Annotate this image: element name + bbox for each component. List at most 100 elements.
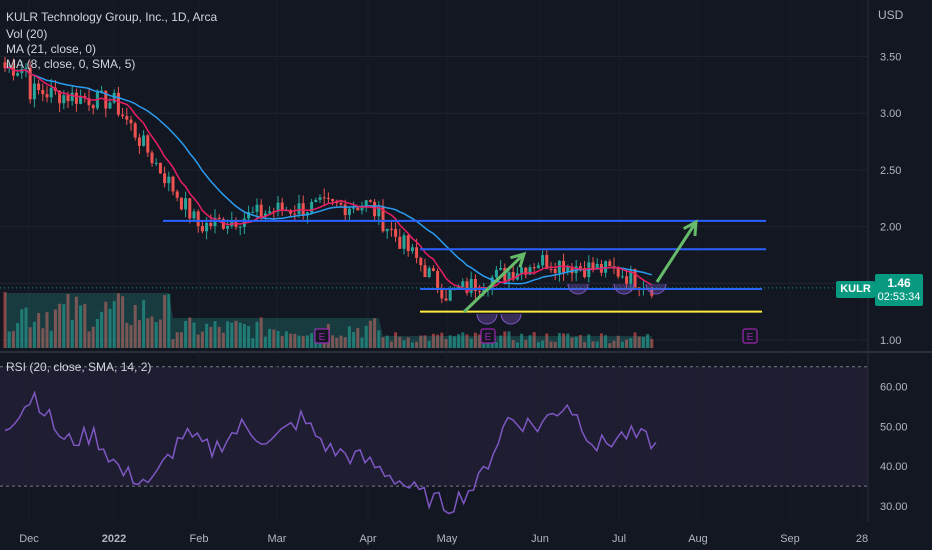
volume-bar (499, 335, 503, 348)
volume-bar (536, 342, 540, 348)
candle-body (507, 272, 511, 281)
volume-bar (440, 332, 444, 348)
volume-bar (444, 338, 448, 348)
volume-bars (3, 292, 654, 348)
candle-body (343, 204, 347, 216)
candle-body (415, 247, 419, 258)
rsi-line (4, 390, 657, 515)
candle-body (524, 267, 528, 275)
candle-body (406, 235, 410, 251)
volume-bar (20, 309, 24, 348)
rsi-band (0, 366, 868, 487)
ma21-line (4, 66, 652, 285)
candle-body (108, 102, 112, 109)
candle-body (457, 287, 461, 289)
candlesticks (3, 56, 654, 304)
candle-body (331, 199, 335, 202)
volume-bar (574, 336, 578, 348)
currency-label: USD (878, 8, 904, 22)
time-tick-label: 28 (856, 533, 868, 545)
candle-body (347, 208, 351, 216)
volume-bar (188, 317, 192, 348)
price-tick-label: 3.50 (880, 52, 901, 64)
volume-bar (457, 334, 461, 348)
volume-bar (520, 333, 524, 348)
volume-bar (192, 322, 196, 348)
volume-bar (364, 325, 368, 348)
candle-body (200, 226, 204, 232)
volume-bar (419, 335, 423, 348)
earnings-marker (742, 328, 758, 344)
candle-body (528, 267, 532, 275)
candle-body (179, 197, 183, 210)
candle-body (129, 119, 133, 124)
ma8-line (4, 66, 653, 292)
volume-bar (427, 340, 431, 348)
volume-bar (129, 324, 133, 348)
volume-bar (469, 338, 473, 348)
time-tick-label: May (437, 533, 458, 545)
rsi-tick-label: 60.00 (880, 382, 908, 394)
candle-body (494, 269, 498, 278)
volume-bar (49, 330, 53, 348)
breakout-arrow-2 (655, 221, 698, 283)
volume-bar (221, 332, 225, 348)
candle-body (398, 236, 402, 249)
volume-bar (331, 335, 335, 348)
candle-body (591, 262, 595, 270)
candle-body (167, 176, 171, 184)
volume-bar (79, 305, 83, 348)
candle-body (444, 298, 448, 301)
volume-bar (473, 332, 477, 348)
candle-body (536, 265, 540, 269)
volume-bar (251, 338, 255, 348)
volume-bar (532, 332, 536, 348)
time-tick-label: 2022 (102, 533, 126, 545)
volume-bar (3, 292, 7, 348)
rsi-legend: RSI (20, close, SMA, 14, 2) (6, 360, 152, 374)
candle-body (469, 279, 473, 293)
volume-bar (146, 318, 150, 348)
candle-body (423, 265, 427, 278)
volume-bar (310, 333, 314, 348)
volume-bar (352, 331, 356, 348)
volume-bar (587, 334, 591, 348)
volume-bar (343, 337, 347, 348)
volume-bar (91, 326, 95, 348)
volume-bar (545, 333, 549, 348)
candle-body (297, 203, 301, 214)
volume-bar (11, 331, 15, 348)
candle-body (356, 207, 360, 211)
candle-body (305, 212, 309, 216)
earnings-marker-label: E (319, 332, 326, 343)
ma8-legend: MA (8, close, 0, SMA, 5) (6, 57, 136, 71)
candle-body (87, 98, 91, 106)
volume-bar (339, 335, 343, 348)
candle-body (419, 257, 423, 266)
volume-bar (524, 339, 528, 348)
volume-bar (137, 320, 141, 348)
volume-bar (515, 342, 519, 348)
time-tick-label: Apr (359, 533, 376, 545)
candle-body (70, 92, 74, 102)
volume-bar (478, 334, 482, 348)
candle-body (247, 212, 251, 219)
cup-arc (645, 283, 667, 295)
candle-body (326, 197, 330, 200)
volume-bar (32, 321, 36, 348)
candle-body (74, 92, 78, 104)
volume-bar (87, 331, 91, 348)
volume-bar (465, 334, 469, 348)
candle-body (557, 260, 561, 273)
candle-body (570, 266, 574, 274)
volume-bar (70, 319, 74, 348)
volume-bar (263, 336, 267, 348)
candle-body (545, 255, 549, 270)
volume-bar (436, 334, 440, 348)
candle-body (368, 200, 372, 202)
volume-bar (95, 318, 99, 348)
volume-bar (490, 343, 494, 348)
candle-body (205, 222, 209, 232)
candle-body (616, 268, 620, 277)
